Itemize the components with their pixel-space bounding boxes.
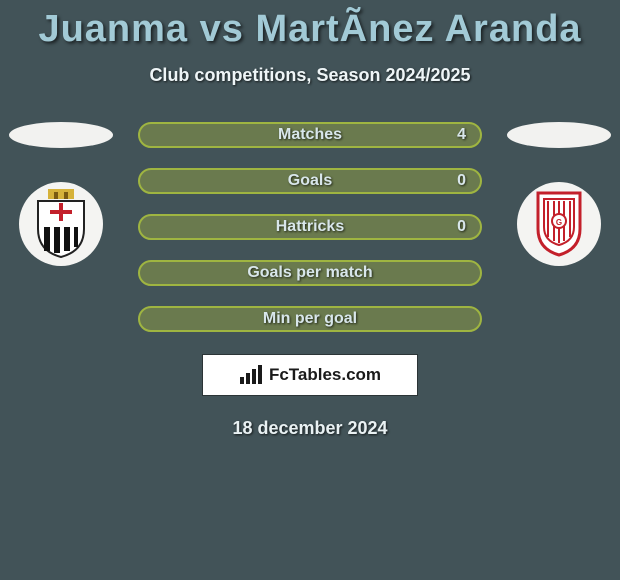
stat-row-goals: Goals 0: [138, 168, 482, 194]
stat-row-goals-per-match: Goals per match: [138, 260, 482, 286]
stat-rows: Matches 4 Goals 0 Hattricks 0 Goals per …: [138, 122, 482, 332]
stat-row-min-per-goal: Min per goal: [138, 306, 482, 332]
right-player-column: G: [504, 122, 614, 266]
subtitle: Club competitions, Season 2024/2025: [0, 65, 620, 86]
stat-label: Hattricks: [276, 218, 344, 236]
stat-right-value: 0: [457, 172, 466, 190]
right-club-crest-icon: G: [534, 191, 584, 257]
svg-text:G: G: [556, 218, 562, 227]
brand-bars-icon: [239, 365, 263, 385]
brand-box[interactable]: FcTables.com: [202, 354, 418, 396]
left-player-avatar-placeholder: [9, 122, 113, 148]
right-club-badge: G: [517, 182, 601, 266]
stat-right-value: 0: [457, 218, 466, 236]
right-player-avatar-placeholder: [507, 122, 611, 148]
left-club-badge: [19, 182, 103, 266]
stat-label: Min per goal: [263, 310, 357, 328]
brand-text: FcTables.com: [269, 365, 381, 385]
left-club-crest-icon: [32, 189, 90, 259]
comparison-area: G Matches 4 Goals 0 Hattricks 0 Goals pe…: [0, 122, 620, 439]
stat-label: Matches: [278, 126, 342, 144]
stat-label: Goals per match: [247, 264, 372, 282]
left-player-column: [6, 122, 116, 266]
page-title: Juanma vs MartÃ­nez Aranda: [0, 0, 620, 51]
stat-row-hattricks: Hattricks 0: [138, 214, 482, 240]
stat-row-matches: Matches 4: [138, 122, 482, 148]
date-text: 18 december 2024: [0, 418, 620, 439]
stat-right-value: 4: [457, 126, 466, 144]
stat-label: Goals: [288, 172, 332, 190]
